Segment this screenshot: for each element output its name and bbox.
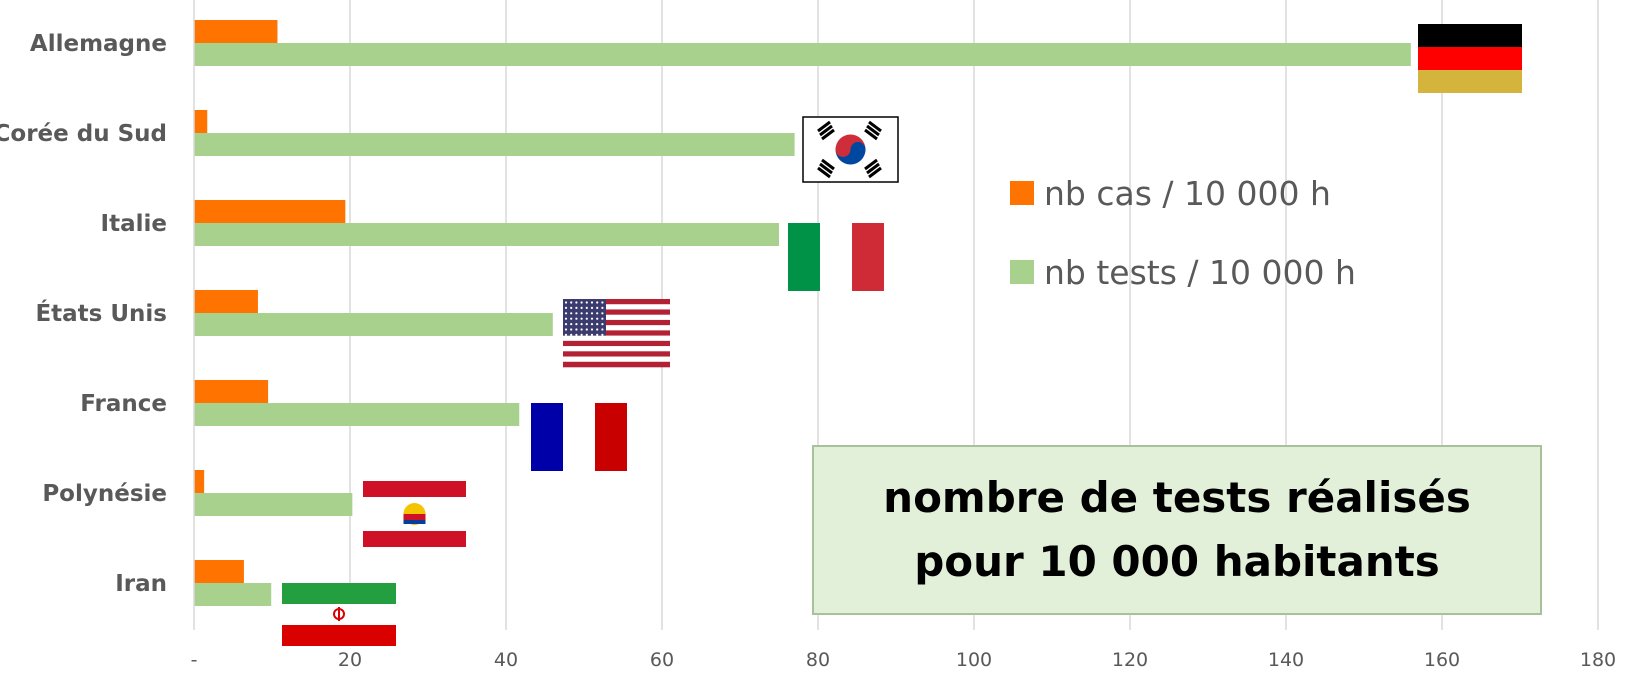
bar-cases: [194, 560, 244, 583]
x-tick-label: 140: [1268, 649, 1304, 671]
category-label: France: [80, 391, 167, 417]
bar-cases: [194, 20, 278, 43]
x-tick-label: 180: [1580, 649, 1616, 671]
category-labels: Allemagne Corée du Sud Italie États Unis Fra…: [0, 31, 167, 597]
iran-flag: [282, 583, 396, 646]
bar-tests: [194, 133, 795, 156]
x-tick-label: 20: [338, 649, 362, 671]
category-label: Polynésie: [42, 481, 167, 507]
france-flag: [531, 403, 627, 471]
bar-cases: [194, 110, 208, 133]
bar-tests: [194, 583, 272, 606]
bar-tests: [194, 223, 779, 246]
bars: [194, 20, 1411, 606]
category-label: Italie: [101, 211, 167, 237]
x-tick-labels: - 20 40 60 80 100 120 140 160 180: [191, 649, 1617, 671]
category-label: États Unis: [35, 299, 167, 327]
germany-flag: [1418, 24, 1522, 93]
bar-tests: [194, 403, 520, 426]
category-label: Corée du Sud: [0, 121, 167, 147]
bar-tests: [194, 43, 1411, 66]
x-tick-label: 100: [956, 649, 992, 671]
bar-cases: [194, 200, 346, 223]
legend-label-tests: nb tests / 10 000 h: [1044, 253, 1356, 292]
usa-flag: [563, 299, 670, 368]
legend-swatch-cases: [1010, 181, 1034, 205]
x-tick-label: 40: [494, 649, 518, 671]
category-label: Iran: [115, 571, 167, 597]
south-korea-flag: [802, 116, 899, 183]
x-tick-label: 60: [650, 649, 674, 671]
bar-cases: [194, 380, 269, 403]
category-label: Allemagne: [30, 31, 167, 57]
callout-text: nombre de tests réalisés pour 10 000 hab…: [883, 466, 1471, 594]
bar-tests: [194, 313, 553, 336]
x-tick-label: 80: [806, 649, 830, 671]
gridlines: [349, 0, 1599, 630]
callout-line-1: nombre de tests réalisés: [883, 473, 1471, 522]
legend-swatch-tests: [1010, 260, 1034, 284]
bar-cases: [194, 290, 258, 313]
legend-label-cases: nb cas / 10 000 h: [1044, 174, 1331, 213]
legend: nb cas / 10 000 h nb tests / 10 000 h: [1010, 174, 1356, 292]
french-polynesia-flag: [363, 481, 466, 547]
x-tick-label: -: [191, 649, 198, 671]
x-tick-label: 160: [1424, 649, 1460, 671]
bar-cases: [194, 470, 205, 493]
title-callout-box: nombre de tests réalisés pour 10 000 hab…: [812, 445, 1542, 615]
callout-line-2: pour 10 000 habitants: [914, 537, 1440, 586]
bar-tests: [194, 493, 353, 516]
x-tick-label: 120: [1112, 649, 1148, 671]
italy-flag: [788, 223, 884, 291]
